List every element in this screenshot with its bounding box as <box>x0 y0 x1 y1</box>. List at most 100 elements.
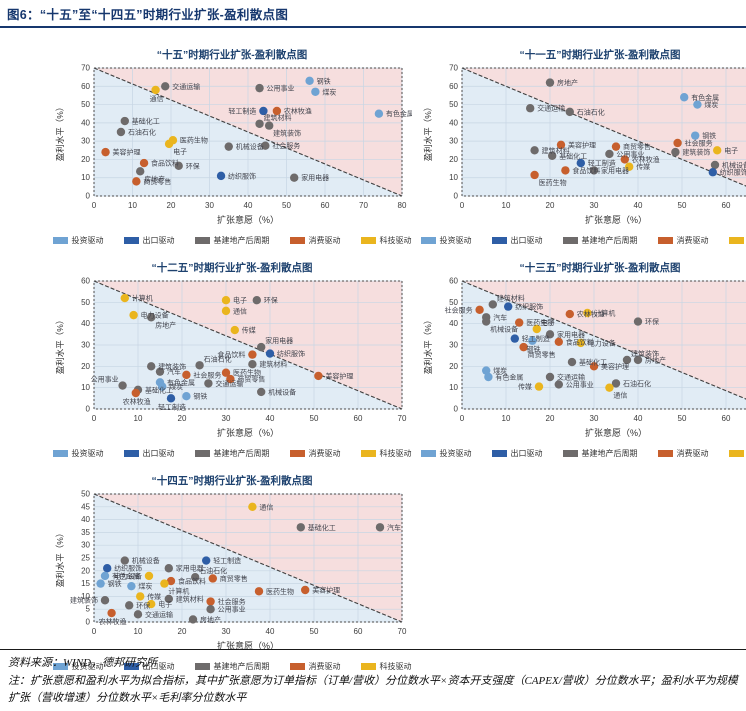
legend-label: 投资驱动 <box>71 662 104 671</box>
svg-text:30: 30 <box>81 541 90 550</box>
svg-text:商贸零售: 商贸零售 <box>143 177 171 186</box>
svg-text:50: 50 <box>449 298 458 307</box>
legend-item: 基建地产后周期 <box>194 235 270 246</box>
figure-footer: 资料来源：WIND，德邦研究所 注：扩张意愿和盈利水平为拟合指标，其中扩张意愿为… <box>0 649 746 707</box>
legend-swatch <box>52 237 68 244</box>
page-title: 图6：“十五”至“十四五”时期行业扩张-盈利散点图 <box>7 8 289 22</box>
svg-text:商贸零售: 商贸零售 <box>623 142 651 151</box>
svg-text:美容护理: 美容护理 <box>325 371 353 380</box>
svg-text:建筑材料: 建筑材料 <box>542 146 570 155</box>
legend-label: 基建地产后周期 <box>581 236 638 245</box>
svg-text:电力设备: 电力设备 <box>588 338 616 347</box>
svg-text:10: 10 <box>502 201 511 210</box>
legend-swatch <box>562 237 578 244</box>
legend-swatch <box>194 663 210 670</box>
svg-text:房地产: 房地产 <box>200 615 221 624</box>
svg-text:80: 80 <box>398 201 407 210</box>
chart-legend: 投资驱动 出口驱动 基建地产后周期 消费驱动 科技驱动 <box>420 235 746 246</box>
svg-text:农林牧渔: 农林牧渔 <box>632 155 660 164</box>
svg-text:60: 60 <box>354 627 363 636</box>
legend-item: 消费驱动 <box>657 235 709 246</box>
svg-text:建筑装饰: 建筑装饰 <box>158 362 186 371</box>
svg-text:有色金属: 有色金属 <box>386 109 412 118</box>
svg-text:30: 30 <box>81 341 90 350</box>
svg-text:农林牧渔: 农林牧渔 <box>99 617 127 626</box>
svg-text:50: 50 <box>449 100 458 109</box>
svg-text:50: 50 <box>282 201 291 210</box>
legend-swatch <box>420 450 436 457</box>
scatter-chart-3: “十二五”时期行业扩张-盈利散点图 0 10 20 30 40 50 60 70 0 10 20 30… <box>52 260 412 459</box>
svg-text:轻工制造: 轻工制造 <box>213 556 241 565</box>
svg-text:社会服务: 社会服务 <box>193 370 221 379</box>
legend-label: 消费驱动 <box>308 662 341 671</box>
svg-text:10: 10 <box>502 414 511 423</box>
legend-swatch <box>657 237 673 244</box>
svg-text:电力设备: 电力设备 <box>114 571 142 580</box>
svg-text:20: 20 <box>546 201 555 210</box>
svg-text:计算机: 计算机 <box>132 294 153 303</box>
legend-item: 出口驱动 <box>123 448 175 459</box>
svg-text:房地产: 房地产 <box>557 78 578 87</box>
legend-item: 基建地产后周期 <box>562 235 638 246</box>
chart-legend: 投资驱动 出口驱动 基建地产后周期 消费驱动 科技驱动 <box>52 661 412 672</box>
legend-label: 基建地产后周期 <box>213 449 270 458</box>
svg-text:0: 0 <box>92 627 97 636</box>
legend-item: 出口驱动 <box>491 235 543 246</box>
figure-header: 图6：“十五”至“十四五”时期行业扩张-盈利散点图 <box>7 4 739 23</box>
svg-text:0: 0 <box>86 405 91 414</box>
svg-text:20: 20 <box>167 201 176 210</box>
svg-text:30: 30 <box>222 627 231 636</box>
legend-item: 出口驱动 <box>123 661 175 672</box>
legend-swatch <box>123 450 139 457</box>
legend-swatch <box>123 237 139 244</box>
chart-title: “十五”时期行业扩张-盈利散点图 <box>156 49 308 61</box>
chart-legend: 投资驱动 出口驱动 基建地产后周期 消费驱动 科技驱动 <box>420 448 746 459</box>
svg-text:25: 25 <box>81 554 90 563</box>
svg-text:食品饮料: 食品饮料 <box>566 337 594 346</box>
svg-text:机械设备: 机械设备 <box>490 325 518 334</box>
svg-text:扩张意愿（%）: 扩张意愿（%） <box>217 214 279 225</box>
svg-text:基础化工: 基础化工 <box>308 523 336 532</box>
svg-text:商贸零售: 商贸零售 <box>528 350 556 359</box>
svg-text:40: 40 <box>634 201 643 210</box>
legend-item: 投资驱动 <box>420 448 472 459</box>
legend-swatch <box>728 450 744 457</box>
legend-item: 科技驱动 <box>360 448 412 459</box>
legend-item: 消费驱动 <box>289 661 341 672</box>
svg-text:0: 0 <box>92 414 97 423</box>
svg-text:35: 35 <box>81 528 90 537</box>
chart-title: “十一五”时期行业扩张-盈利散点图 <box>519 49 681 61</box>
svg-text:石油石化: 石油石化 <box>623 379 651 388</box>
legend-label: 投资驱动 <box>439 236 472 245</box>
svg-text:20: 20 <box>449 362 458 371</box>
svg-text:有色金属: 有色金属 <box>167 378 195 387</box>
svg-text:煤炭: 煤炭 <box>493 366 507 375</box>
scatter-chart-5: “十四五”时期行业扩张-盈利散点图 0 10 20 30 40 50 60 70 0 5 10 15 2… <box>52 473 412 672</box>
svg-text:扩张意愿（%）: 扩张意愿（%） <box>217 640 279 651</box>
legend-label: 出口驱动 <box>142 662 175 671</box>
svg-text:60: 60 <box>321 201 330 210</box>
svg-text:家用电器: 家用电器 <box>176 564 204 573</box>
legend-item: 消费驱动 <box>289 235 341 246</box>
source-note: 资料来源：WIND，德邦研究所 <box>8 657 158 669</box>
svg-text:有色金属: 有色金属 <box>112 571 140 580</box>
svg-text:60: 60 <box>722 414 731 423</box>
svg-text:10: 10 <box>449 383 458 392</box>
svg-text:30: 30 <box>590 201 599 210</box>
svg-text:0: 0 <box>460 201 465 210</box>
svg-text:60: 60 <box>354 414 363 423</box>
svg-text:10: 10 <box>134 414 143 423</box>
scatter-chart-4: “十三五”时期行业扩张-盈利散点图 0102030405060700102030… <box>420 260 746 459</box>
legend-swatch <box>52 450 68 457</box>
svg-text:电子: 电子 <box>724 146 738 155</box>
legend-swatch <box>360 450 376 457</box>
method-note: 注：扩张意愿和盈利水平为拟合指标，其中扩张意愿为订单指标（订单/营收）分位数水平… <box>8 675 738 705</box>
svg-text:医药生物: 医药生物 <box>539 178 567 187</box>
svg-text:有色金属: 有色金属 <box>495 373 523 382</box>
legend-swatch <box>420 237 436 244</box>
legend-swatch <box>194 237 210 244</box>
svg-text:50: 50 <box>678 414 687 423</box>
svg-text:医药生物: 医药生物 <box>233 368 261 377</box>
svg-text:传媒: 传媒 <box>147 592 161 601</box>
svg-text:基础化工: 基础化工 <box>145 385 173 394</box>
